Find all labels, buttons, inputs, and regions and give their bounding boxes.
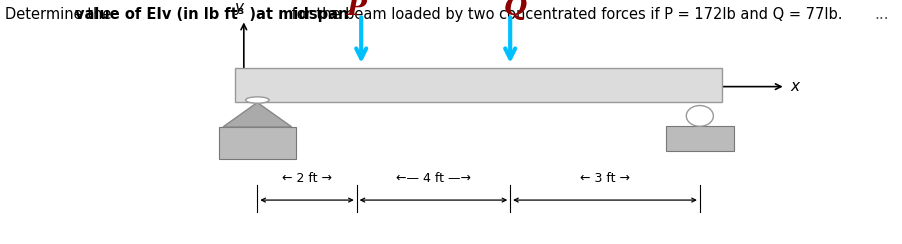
Text: ←— 4 ft —→: ←— 4 ft —→ (395, 173, 471, 185)
Circle shape (245, 97, 269, 103)
Text: Determine the: Determine the (0, 243, 1, 244)
Text: Q: Q (502, 0, 526, 20)
Ellipse shape (686, 106, 713, 126)
Text: x: x (789, 79, 798, 94)
Text: Determine the value of EIv (in lb ft³ )at midspan: Determine the value of EIv (in lb ft³ )a… (0, 243, 1, 244)
FancyBboxPatch shape (235, 68, 722, 102)
FancyBboxPatch shape (666, 126, 732, 151)
Text: ← 3 ft →: ← 3 ft → (579, 173, 630, 185)
Text: ← 2 ft →: ← 2 ft → (281, 173, 332, 185)
Polygon shape (223, 102, 291, 127)
Text: value of EIv (in lb ft³ )at midspan: value of EIv (in lb ft³ )at midspan (75, 7, 348, 22)
Text: ...: ... (874, 7, 888, 22)
Text: P: P (346, 0, 366, 20)
FancyBboxPatch shape (218, 127, 295, 159)
Text: for the beam loaded by two concentrated forces if P = 172lb and Q = 77lb.: for the beam loaded by two concentrated … (287, 7, 842, 22)
Text: Determine the: Determine the (5, 7, 115, 22)
Text: y: y (235, 0, 244, 15)
